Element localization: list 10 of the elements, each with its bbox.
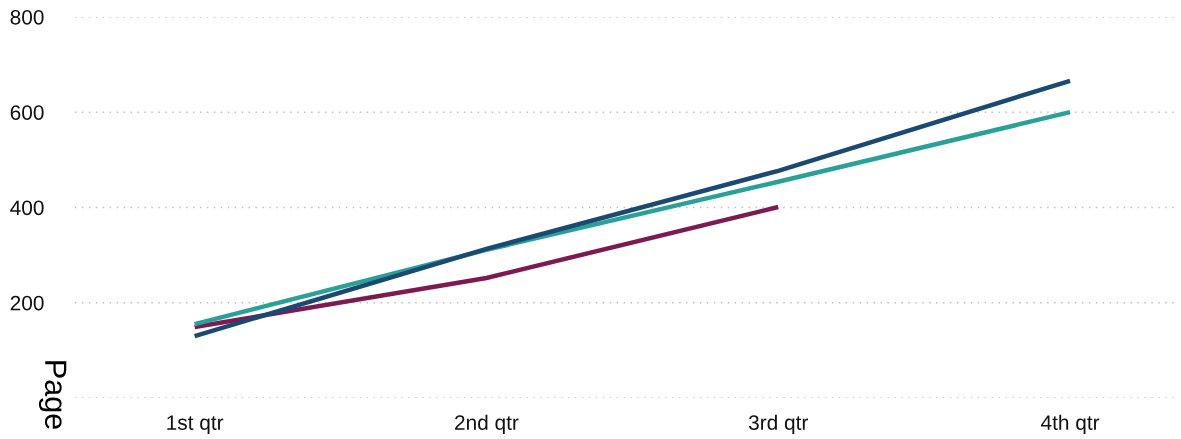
y-tick-label: 600 bbox=[10, 105, 44, 120]
x-tick-label: 2nd qtr bbox=[455, 414, 519, 435]
y-tick-label: 800 bbox=[10, 9, 44, 25]
x-tick-label: 1st qtr bbox=[167, 415, 224, 435]
y-tick-label: 200 bbox=[10, 295, 44, 311]
x-tick-label: 4th qtr bbox=[1041, 414, 1100, 435]
x-tick-label: 3rd qtr bbox=[748, 414, 808, 435]
y-tick-label: 400 bbox=[10, 200, 44, 216]
line-series bbox=[192, 78, 1073, 339]
y-axis-title: Page bbox=[38, 361, 67, 429]
